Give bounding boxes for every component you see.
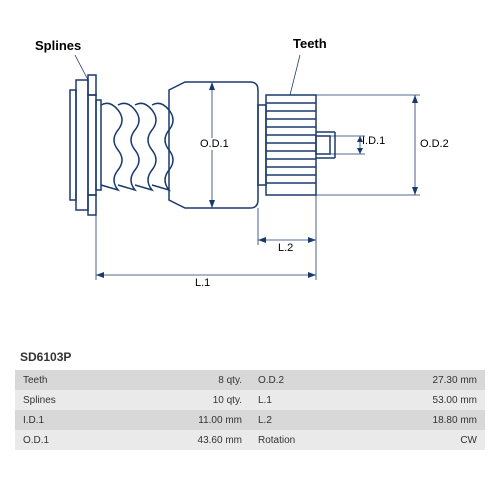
od1-label: O.D.1	[198, 138, 231, 150]
table-row: I.D.1 11.00 mm L.2 18.80 mm	[15, 410, 485, 430]
spec-value: 27.30 mm	[345, 375, 485, 386]
spec-value: 43.60 mm	[110, 435, 250, 446]
spec-value: 53.00 mm	[345, 395, 485, 406]
spec-label: Teeth	[15, 375, 110, 386]
spec-label: L.1	[250, 395, 345, 406]
spec-value: 10 qty.	[110, 395, 250, 406]
spec-label: Rotation	[250, 435, 345, 446]
l2-label: L.2	[278, 242, 293, 254]
spec-value: 8 qty.	[110, 375, 250, 386]
spec-label: O.D.2	[250, 375, 345, 386]
spec-label: L.2	[250, 415, 345, 426]
teeth-label: Teeth	[293, 36, 327, 51]
spec-value: 18.80 mm	[345, 415, 485, 426]
splines-label: Splines	[35, 38, 81, 53]
table-row: Splines 10 qty. L.1 53.00 mm	[15, 390, 485, 410]
spec-label: O.D.1	[15, 435, 110, 446]
spec-label: Splines	[15, 395, 110, 406]
od2-label: O.D.2	[420, 138, 449, 150]
part-number: SD6103P	[20, 350, 71, 364]
table-row: Teeth 8 qty. O.D.2 27.30 mm	[15, 370, 485, 390]
spec-table: Teeth 8 qty. O.D.2 27.30 mm Splines 10 q…	[15, 370, 485, 450]
spec-label: I.D.1	[15, 415, 110, 426]
technical-drawing: Splines Teeth O.D.1 I.D.1 O.D.2 L.2 L.1	[40, 40, 460, 320]
spec-value: 11.00 mm	[110, 415, 250, 426]
spec-value: CW	[345, 435, 485, 446]
table-row: O.D.1 43.60 mm Rotation CW	[15, 430, 485, 450]
l1-label: L.1	[195, 277, 210, 289]
id1-label: I.D.1	[362, 135, 385, 147]
